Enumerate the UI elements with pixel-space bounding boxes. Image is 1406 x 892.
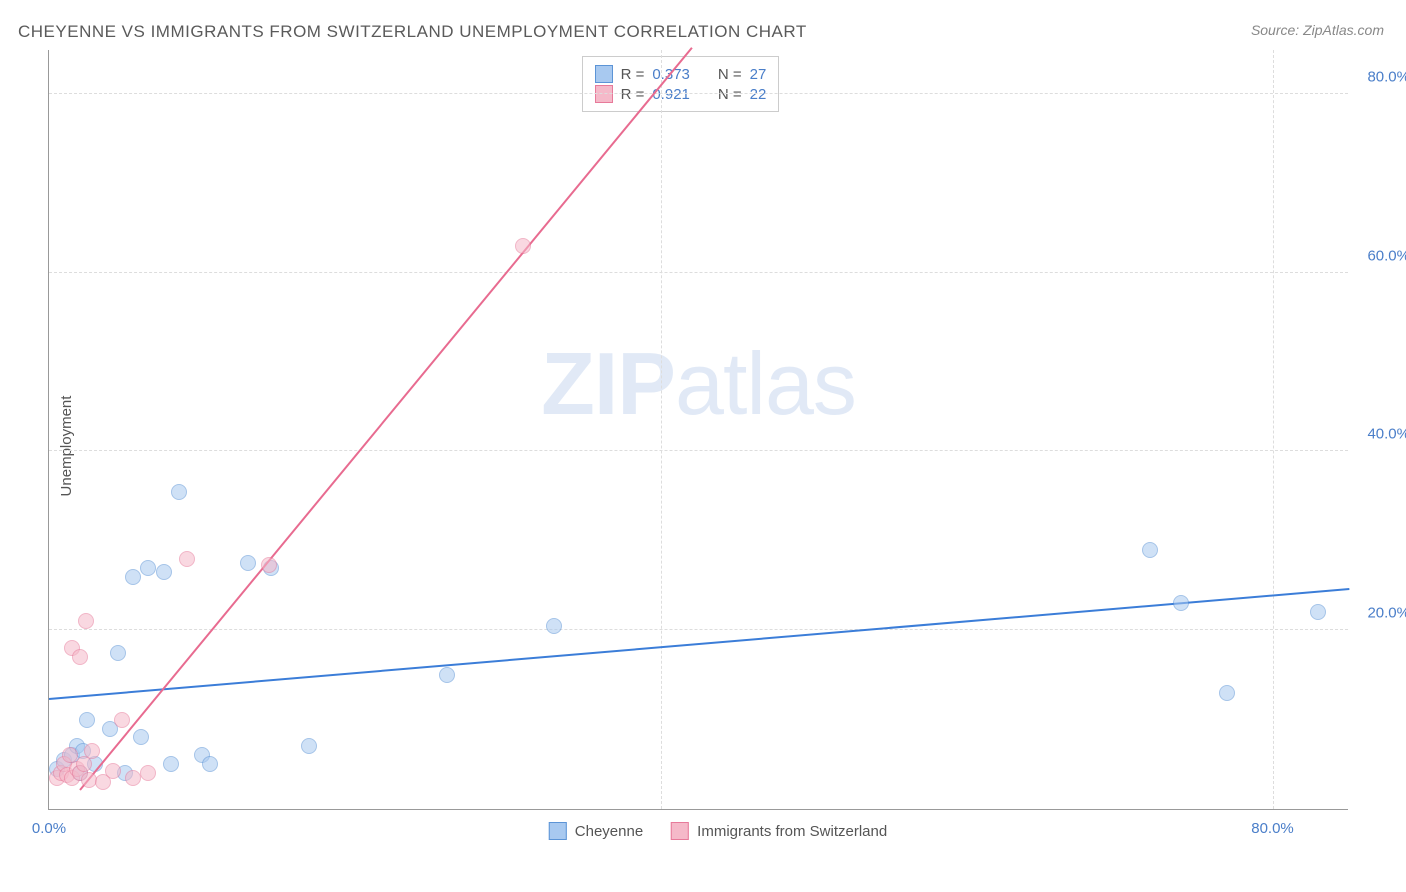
data-point (301, 738, 317, 754)
y-tick-label: 20.0% (1367, 605, 1406, 622)
data-point (439, 667, 455, 683)
chart-title: CHEYENNE VS IMMIGRANTS FROM SWITZERLAND … (18, 22, 807, 42)
data-point (79, 712, 95, 728)
legend-series-name: Immigrants from Switzerland (697, 823, 887, 840)
trend-line (79, 47, 692, 790)
legend-swatch (671, 822, 689, 840)
trend-line (49, 588, 1349, 700)
legend-swatch (595, 85, 613, 103)
data-point (202, 756, 218, 772)
y-tick-label: 60.0% (1367, 247, 1406, 264)
plot-area: ZIPatlas R =0.373N =27R =0.921N =22 20.0… (48, 50, 1348, 810)
data-point (261, 557, 277, 573)
data-point (105, 763, 121, 779)
data-point (156, 564, 172, 580)
legend-item: Immigrants from Switzerland (671, 822, 887, 840)
data-point (546, 618, 562, 634)
watermark-zip: ZIP (541, 334, 675, 433)
data-point (515, 238, 531, 254)
legend-n-label: N = (718, 86, 742, 103)
legend-row: R =0.373N =27 (595, 65, 767, 83)
data-point (1142, 542, 1158, 558)
x-tick-label: 0.0% (32, 820, 66, 837)
data-point (72, 649, 88, 665)
data-point (1310, 604, 1326, 620)
legend-r-label: R = (621, 86, 645, 103)
watermark-atlas: atlas (675, 334, 856, 433)
data-point (125, 770, 141, 786)
source-attribution: Source: ZipAtlas.com (1251, 22, 1384, 38)
data-point (163, 756, 179, 772)
legend-row: R =0.921N =22 (595, 85, 767, 103)
data-point (179, 551, 195, 567)
data-point (171, 484, 187, 500)
data-point (84, 743, 100, 759)
legend-item: Cheyenne (549, 822, 643, 840)
series-legend: Cheyenne Immigrants from Switzerland (549, 822, 887, 840)
legend-n-value: 27 (750, 66, 767, 83)
data-point (78, 613, 94, 629)
y-tick-label: 40.0% (1367, 426, 1406, 443)
legend-swatch (595, 65, 613, 83)
gridline-vertical (661, 50, 662, 809)
data-point (133, 729, 149, 745)
gridline-horizontal (49, 629, 1348, 630)
data-point (1219, 685, 1235, 701)
gridline-horizontal (49, 272, 1348, 273)
x-tick-label: 80.0% (1251, 820, 1294, 837)
correlation-legend: R =0.373N =27R =0.921N =22 (582, 56, 780, 112)
legend-series-name: Cheyenne (575, 823, 643, 840)
data-point (125, 569, 141, 585)
data-point (240, 555, 256, 571)
data-point (114, 712, 130, 728)
gridline-horizontal (49, 450, 1348, 451)
y-tick-label: 80.0% (1367, 68, 1406, 85)
data-point (1173, 595, 1189, 611)
legend-n-label: N = (718, 66, 742, 83)
data-point (140, 560, 156, 576)
gridline-horizontal (49, 93, 1348, 94)
watermark: ZIPatlas (541, 333, 856, 435)
data-point (110, 645, 126, 661)
legend-n-value: 22 (750, 86, 767, 103)
gridline-vertical (1273, 50, 1274, 809)
legend-r-label: R = (621, 66, 645, 83)
data-point (140, 765, 156, 781)
legend-swatch (549, 822, 567, 840)
chart-container: Unemployment ZIPatlas R =0.373N =27R =0.… (48, 50, 1388, 842)
